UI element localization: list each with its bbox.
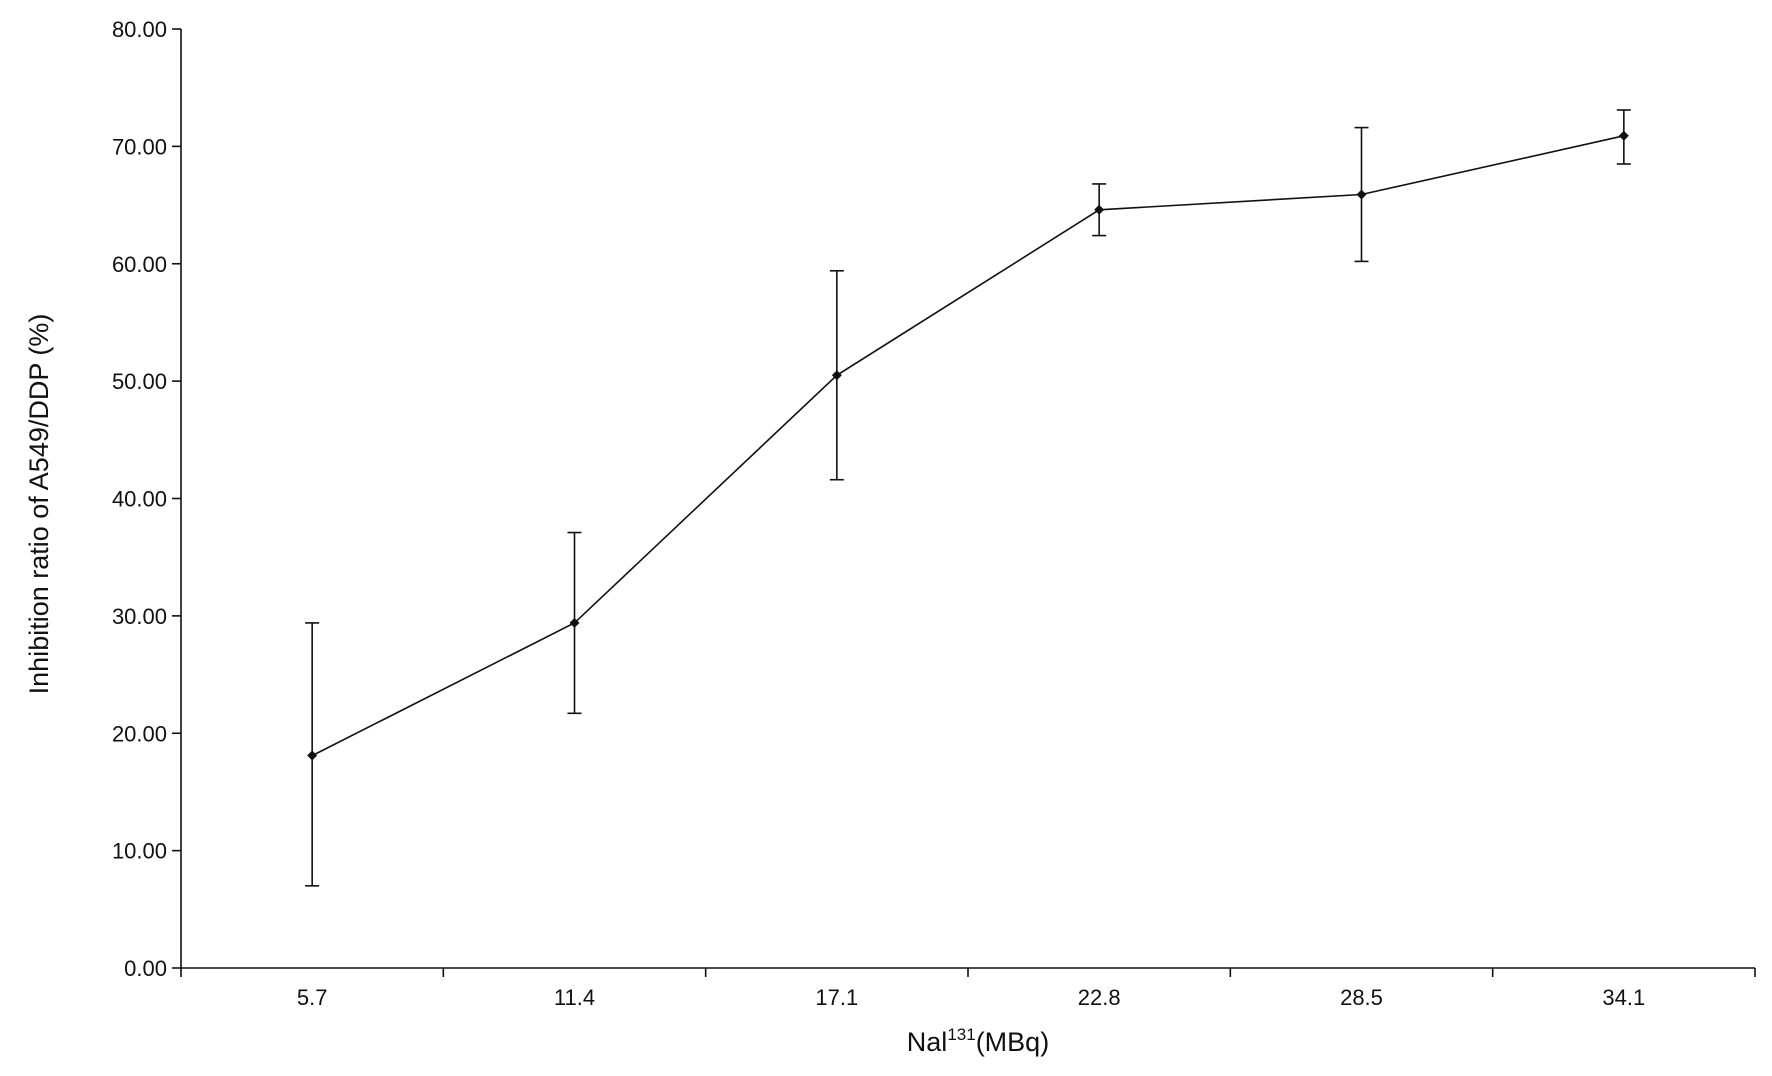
- x-tick-label: 17.1: [815, 985, 858, 1010]
- data-point: [831, 370, 842, 381]
- x-tick-label: 34.1: [1602, 985, 1645, 1010]
- data-point: [1094, 204, 1105, 215]
- x-tick-label: 5.7: [297, 985, 328, 1010]
- y-axis: 0.00 10.00 20.00 30.00 40.00 50.00 60.00 70.00 8…: [112, 17, 182, 981]
- x-tick-label: 22.8: [1078, 985, 1121, 1010]
- series-line: [311, 135, 1624, 757]
- y-tick-label: 40.00: [112, 487, 167, 512]
- y-tick-label: 50.00: [112, 369, 167, 394]
- error-bars: [305, 109, 1631, 887]
- x-axis-label: Nal131(MBq): [907, 1025, 1049, 1057]
- x-tick-label: 11.4: [554, 985, 595, 1010]
- x-tick-label: 28.5: [1340, 985, 1383, 1010]
- x-axis-label-suffix: (MBq): [976, 1027, 1050, 1057]
- data-point: [1356, 189, 1367, 200]
- y-tick-label: 0.00: [124, 956, 167, 981]
- x-axis-label-base: Nal: [907, 1027, 948, 1057]
- y-tick-label: 70.00: [112, 134, 167, 159]
- y-tick-label: 80.00: [112, 17, 167, 42]
- y-tick-label: 30.00: [112, 604, 167, 629]
- data-point: [569, 617, 580, 628]
- y-axis-label: Inhibition ratio of A549/DDP (%): [24, 314, 54, 695]
- y-tick-label: 60.00: [112, 252, 167, 277]
- x-axis: 5.7 11.4 17.1 22.8 28.5 34.1: [180, 967, 1756, 1010]
- x-axis-label-superscript: 131: [947, 1025, 975, 1044]
- y-tick-label: 20.00: [112, 721, 167, 746]
- data-series: [307, 130, 1629, 761]
- y-tick-label: 10.00: [112, 839, 167, 864]
- data-point: [307, 750, 318, 761]
- data-point: [1618, 130, 1629, 141]
